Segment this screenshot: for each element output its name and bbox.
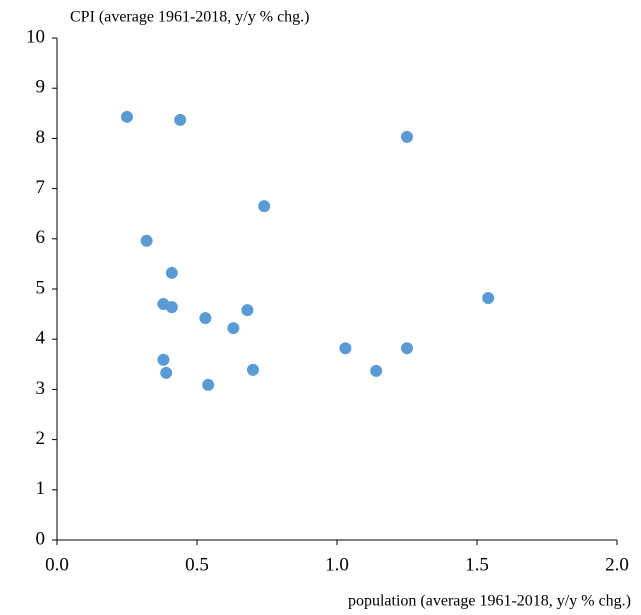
data-point <box>339 342 352 355</box>
y-tick-label: 10 <box>26 26 45 47</box>
data-point <box>199 312 212 325</box>
y-tick-label: 4 <box>36 328 46 349</box>
y-axis-label: CPI (average 1961-2018, y/y % chg.) <box>70 9 310 26</box>
data-point <box>121 110 133 123</box>
x-axis-label: population (average 1961-2018, y/y % chg… <box>348 593 631 610</box>
y-tick-label: 0 <box>36 528 46 549</box>
x-tick-label: 1.5 <box>465 554 489 575</box>
data-point <box>258 200 271 213</box>
y-tick-label: 3 <box>36 378 46 399</box>
data-point <box>140 234 153 247</box>
x-tick-label: 2.0 <box>605 554 629 575</box>
data-point <box>174 113 187 126</box>
data-point <box>241 304 254 317</box>
data-point <box>157 353 170 366</box>
data-point <box>401 342 413 355</box>
y-tick-label: 5 <box>36 277 46 298</box>
data-point <box>370 364 383 377</box>
data-point <box>202 378 215 391</box>
x-tick-label: 0.5 <box>185 554 209 575</box>
y-tick-label: 8 <box>36 127 46 148</box>
x-tick-label: 1.0 <box>325 554 349 575</box>
data-point <box>482 292 495 305</box>
y-tick-label: 6 <box>36 227 46 248</box>
data-point <box>247 363 259 376</box>
x-tick-label: 0.0 <box>45 554 69 575</box>
data-point <box>165 266 178 279</box>
y-tick-label: 9 <box>36 77 46 98</box>
data-point <box>401 130 413 143</box>
y-tick-label: 1 <box>36 478 46 499</box>
data-point <box>160 366 173 379</box>
data-point <box>165 301 178 314</box>
y-tick-label: 2 <box>36 428 46 449</box>
data-point <box>227 322 240 335</box>
y-tick-label: 7 <box>36 177 46 198</box>
